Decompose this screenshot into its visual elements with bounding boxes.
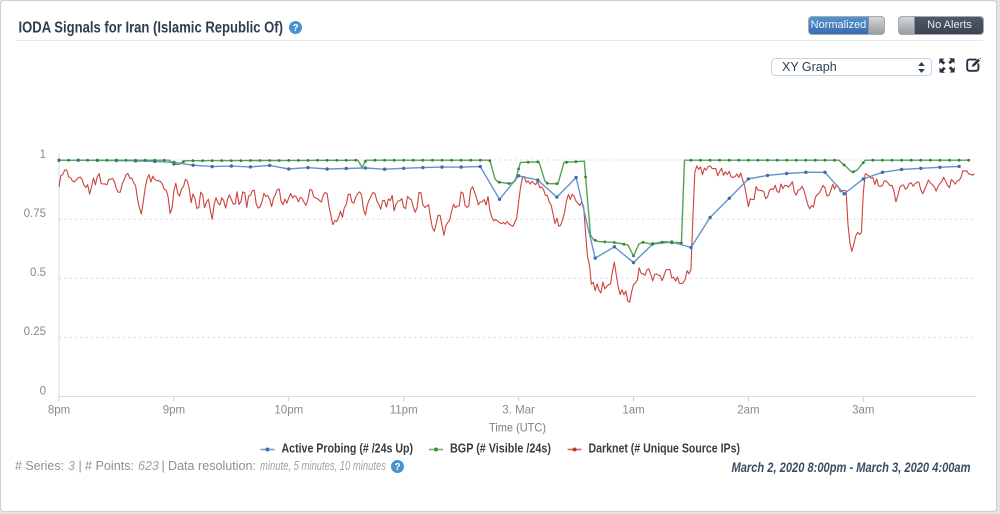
- svg-text:minute, 5 minutes, 10 minutes: minute, 5 minutes, 10 minutes: [260, 459, 386, 473]
- svg-text:9pm: 9pm: [163, 405, 185, 417]
- svg-text:Time (UTC): Time (UTC): [489, 421, 546, 435]
- svg-text:2am: 2am: [737, 405, 759, 417]
- svg-text:0.75: 0.75: [24, 208, 46, 220]
- svg-text:IODA Signals for Iran (Islamic: IODA Signals for Iran (Islamic Republic …: [19, 20, 284, 37]
- svg-text:3. Mar: 3. Mar: [502, 405, 535, 417]
- svg-text:623: 623: [138, 459, 159, 473]
- svg-text:0: 0: [40, 385, 46, 397]
- svg-text:BGP (# Visible /24s): BGP (# Visible /24s): [450, 440, 551, 455]
- svg-text:0.5: 0.5: [30, 267, 46, 279]
- svg-text:10pm: 10pm: [274, 405, 303, 417]
- svg-text:|: |: [79, 459, 82, 473]
- svg-text:11pm: 11pm: [390, 405, 418, 417]
- svg-text:3am: 3am: [852, 405, 874, 417]
- svg-text:?: ?: [394, 462, 400, 473]
- svg-text:1: 1: [40, 149, 46, 161]
- svg-text:?: ?: [292, 23, 298, 34]
- svg-text:|: |: [162, 459, 165, 473]
- svg-text:3: 3: [68, 459, 75, 473]
- svg-text:# Points:: # Points:: [85, 459, 134, 473]
- svg-text:1am: 1am: [622, 405, 644, 417]
- svg-text:Data resolution:: Data resolution:: [168, 459, 256, 473]
- svg-text:March 2, 2020 8:00pm - March 3: March 2, 2020 8:00pm - March 3, 2020 4:0…: [732, 460, 971, 475]
- svg-text:# Series:: # Series:: [15, 459, 64, 473]
- svg-text:0.25: 0.25: [24, 326, 46, 338]
- svg-text:8pm: 8pm: [48, 405, 70, 417]
- svg-text:Active Probing (# /24s Up): Active Probing (# /24s Up): [282, 440, 414, 455]
- svg-text:Darknet (# Unique Source IPs): Darknet (# Unique Source IPs): [589, 440, 741, 455]
